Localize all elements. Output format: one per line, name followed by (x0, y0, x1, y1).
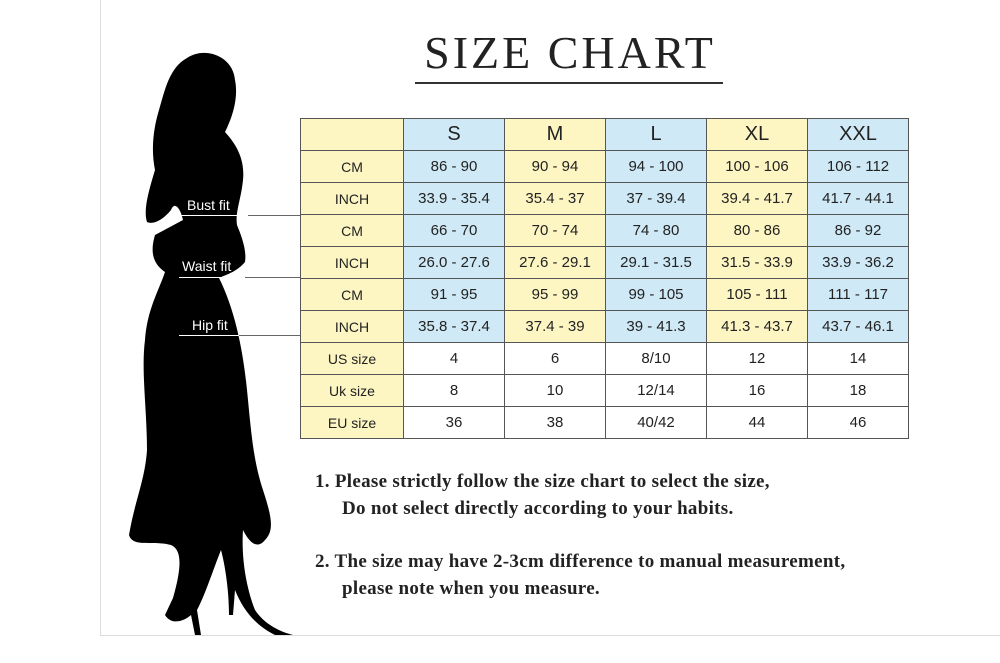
table-cell: 12/14 (605, 374, 707, 407)
bust-fit-pointer-line (248, 215, 300, 216)
table-cell: 35.8 - 37.4 (403, 310, 505, 343)
header-size-xxl: XXL (807, 118, 909, 151)
table-cell: 12 (706, 342, 808, 375)
table-cell: 36 (403, 406, 505, 439)
hip-fit-underline (179, 335, 239, 336)
table-cell: 94 - 100 (605, 150, 707, 183)
table-row: EU size 36 38 40/42 44 46 (300, 406, 909, 439)
table-cell: 31.5 - 33.9 (706, 246, 808, 279)
row-label: INCH (300, 246, 404, 279)
table-cell: 86 - 92 (807, 214, 909, 247)
row-label: Uk size (300, 374, 404, 407)
waist-fit-pointer-line (245, 277, 300, 278)
hip-fit-pointer-line (239, 335, 300, 336)
table-cell: 33.9 - 35.4 (403, 182, 505, 215)
table-cell: 100 - 106 (706, 150, 808, 183)
row-label: INCH (300, 310, 404, 343)
row-label: INCH (300, 182, 404, 215)
note-2-line-2: please note when you measure. (342, 578, 600, 599)
table-cell: 26.0 - 27.6 (403, 246, 505, 279)
row-label: CM (300, 214, 404, 247)
table-cell: 40/42 (605, 406, 707, 439)
table-cell: 86 - 90 (403, 150, 505, 183)
table-cell: 35.4 - 37 (504, 182, 606, 215)
table-cell: 10 (504, 374, 606, 407)
bust-fit-underline (180, 215, 248, 216)
table-cell: 8 (403, 374, 505, 407)
row-label: CM (300, 150, 404, 183)
table-cell: 16 (706, 374, 808, 407)
header-size-s: S (403, 118, 505, 151)
header-size-m: M (504, 118, 606, 151)
header-size-xl: XL (706, 118, 808, 151)
note-1-line-2: Do not select directly according to your… (342, 498, 734, 519)
table-row: CM 91 - 95 95 - 99 99 - 105 105 - 111 111 - 1… (300, 278, 909, 311)
table-cell: 91 - 95 (403, 278, 505, 311)
table-cell: 105 - 111 (706, 278, 808, 311)
table-cell: 39.4 - 41.7 (706, 182, 808, 215)
waist-fit-label: Waist fit (182, 258, 232, 274)
row-label: US size (300, 342, 404, 375)
table-cell: 46 (807, 406, 909, 439)
note-1: 1. Please strictly follow the size chart… (315, 468, 770, 522)
header-corner (300, 118, 404, 151)
table-row: INCH 35.8 - 37.4 37.4 - 39 39 - 41.3 41.3 - … (300, 310, 909, 343)
table-row: Uk size 8 10 12/14 16 18 (300, 374, 909, 407)
table-row: CM 66 - 70 70 - 74 74 - 80 80 - 86 86 - 92 (300, 214, 909, 247)
table-cell: 44 (706, 406, 808, 439)
table-cell: 111 - 117 (807, 278, 909, 311)
note-1-line-1: 1. Please strictly follow the size chart… (315, 471, 770, 492)
hip-fit-label: Hip fit (192, 317, 228, 333)
table-cell: 37.4 - 39 (504, 310, 606, 343)
table-cell: 99 - 105 (605, 278, 707, 311)
table-cell: 38 (504, 406, 606, 439)
row-label: CM (300, 278, 404, 311)
table-header-row: S M L XL XXL (300, 118, 909, 151)
table-cell: 8/10 (605, 342, 707, 375)
page-title: SIZE CHART (424, 27, 716, 78)
table-cell: 90 - 94 (504, 150, 606, 183)
table-cell: 43.7 - 46.1 (807, 310, 909, 343)
table-cell: 39 - 41.3 (605, 310, 707, 343)
table-cell: 6 (504, 342, 606, 375)
table-cell: 41.3 - 43.7 (706, 310, 808, 343)
table-cell: 4 (403, 342, 505, 375)
title-underline (415, 82, 723, 84)
header-size-l: L (605, 118, 707, 151)
table-cell: 18 (807, 374, 909, 407)
table-row: INCH 26.0 - 27.6 27.6 - 29.1 29.1 - 31.5 31.… (300, 246, 909, 279)
table-cell: 80 - 86 (706, 214, 808, 247)
table-cell: 41.7 - 44.1 (807, 182, 909, 215)
table-cell: 29.1 - 31.5 (605, 246, 707, 279)
table-cell: 70 - 74 (504, 214, 606, 247)
bust-fit-label: Bust fit (187, 197, 230, 213)
table-cell: 37 - 39.4 (605, 182, 707, 215)
note-2-line-1: 2. The size may have 2-3cm difference to… (315, 551, 846, 572)
table-cell: 66 - 70 (403, 214, 505, 247)
size-table: S M L XL XXL CM 86 - 90 90 - 94 94 - 100 100 - 10… (300, 118, 909, 439)
table-cell: 14 (807, 342, 909, 375)
table-cell: 74 - 80 (605, 214, 707, 247)
frame-border (100, 0, 1000, 636)
table-row: INCH 33.9 - 35.4 35.4 - 37 37 - 39.4 39.4 - … (300, 182, 909, 215)
table-row: US size 4 6 8/10 12 14 (300, 342, 909, 375)
woman-silhouette-image (129, 52, 293, 635)
table-cell: 27.6 - 29.1 (504, 246, 606, 279)
table-cell: 106 - 112 (807, 150, 909, 183)
table-row: CM 86 - 90 90 - 94 94 - 100 100 - 106 106 - 1… (300, 150, 909, 183)
waist-fit-underline (179, 277, 245, 278)
note-2: 2. The size may have 2-3cm difference to… (315, 548, 845, 602)
table-cell: 95 - 99 (504, 278, 606, 311)
table-cell: 33.9 - 36.2 (807, 246, 909, 279)
row-label: EU size (300, 406, 404, 439)
